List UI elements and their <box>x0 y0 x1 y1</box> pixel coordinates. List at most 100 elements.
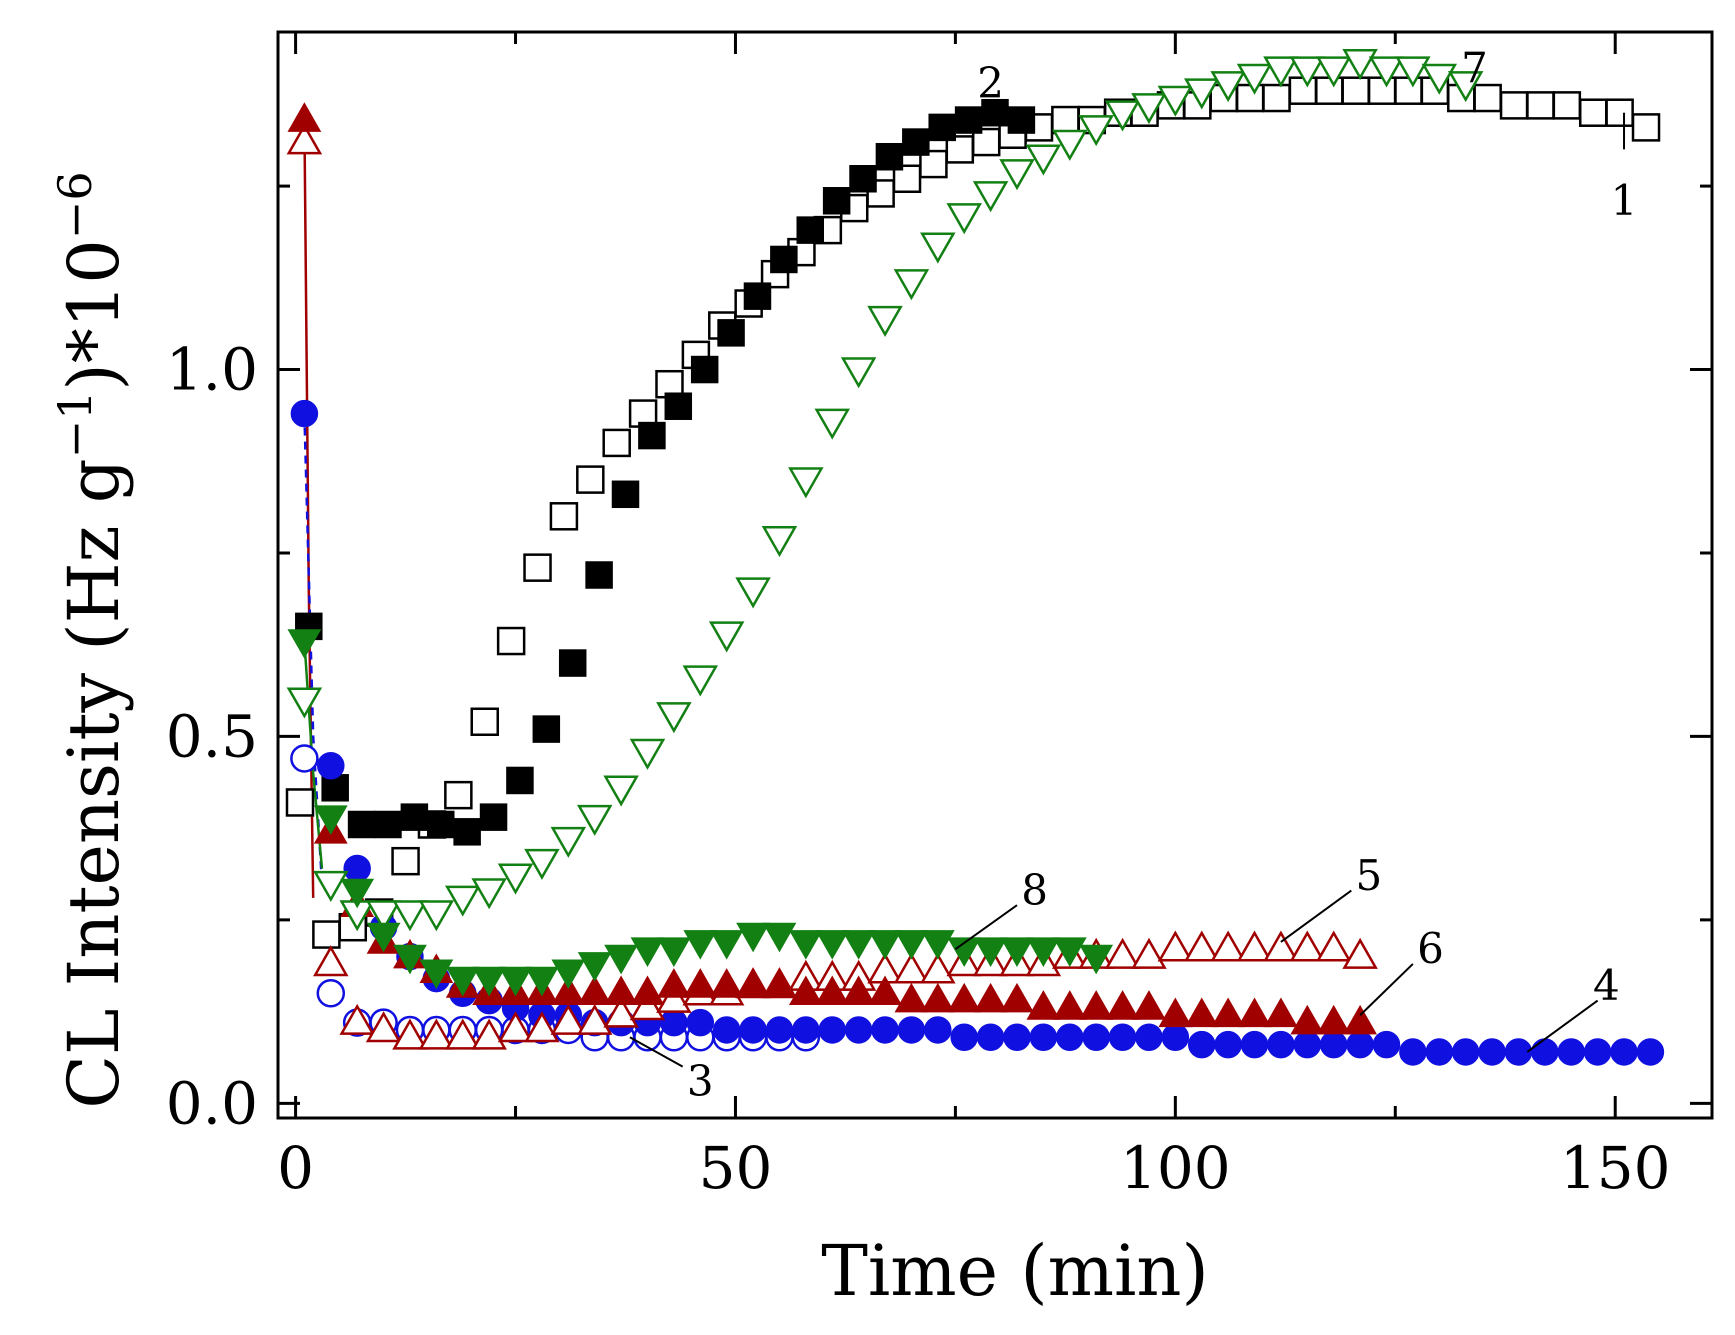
decay-line-0 <box>303 120 315 898</box>
series-2-point <box>558 649 587 677</box>
series-2-point <box>506 766 534 795</box>
series-5-point <box>1263 930 1299 962</box>
series-8-point <box>1000 937 1034 967</box>
series-6-point <box>1079 990 1114 1020</box>
series-8-point <box>525 966 559 997</box>
series-1-point <box>1578 98 1608 127</box>
series-5-point <box>1289 930 1326 962</box>
series-4-point <box>871 1016 899 1044</box>
series-7-point <box>735 577 771 609</box>
series-4-point <box>1003 1023 1031 1052</box>
series-7-point <box>576 804 613 836</box>
series-8-point <box>604 944 638 975</box>
series-2-point <box>664 392 693 420</box>
series-2-point <box>902 128 930 156</box>
callout-leader-5 <box>1280 889 1352 943</box>
series-8-point <box>630 937 665 967</box>
callout-leader-4 <box>1526 999 1599 1053</box>
series-8-point <box>947 937 982 967</box>
series-7-point <box>365 900 402 932</box>
series-6-point <box>973 982 1008 1013</box>
series-2-point <box>638 421 666 450</box>
series-7-point <box>497 863 534 895</box>
series-4-point <box>924 1016 952 1044</box>
series-2-point <box>796 216 825 244</box>
series-5-point <box>603 996 639 1028</box>
series-5-point <box>629 989 666 1021</box>
series-4-point <box>1531 1038 1559 1066</box>
series-7-point <box>1368 56 1405 88</box>
series-8-point <box>445 966 480 997</box>
series-6-point <box>287 102 322 132</box>
axis-ticks: 0 50 100 150 0.0 0.5 1.0 <box>166 32 1712 1202</box>
series-1-point <box>1526 91 1555 120</box>
series-6-point <box>1105 990 1140 1020</box>
series-4-point <box>1372 1030 1401 1059</box>
series-7-point <box>1183 78 1220 110</box>
series-5-point <box>1131 937 1167 969</box>
series-8-point <box>1026 937 1061 967</box>
series-1-point <box>523 553 552 582</box>
series-1-point <box>444 780 473 810</box>
series-8-point <box>287 629 322 659</box>
series-6-point <box>604 975 638 1006</box>
series-5-point <box>656 981 692 1013</box>
series-6-point <box>683 968 718 998</box>
series-6-point <box>920 982 955 1013</box>
series-7-point <box>1315 56 1352 88</box>
series-4-point <box>1583 1038 1612 1066</box>
series-2-point <box>532 715 561 743</box>
series-6-point <box>1237 997 1272 1028</box>
series-1-point <box>1473 83 1502 113</box>
series-2-point <box>849 165 877 193</box>
series-1-point <box>1235 83 1265 113</box>
series-2-point <box>822 187 851 215</box>
series-8-point <box>841 930 876 960</box>
series-8-point <box>709 930 744 960</box>
series-4-point <box>1029 1023 1058 1052</box>
series-4-point <box>1267 1030 1295 1059</box>
series-2-point <box>453 818 481 846</box>
series-4-point <box>1082 1023 1110 1052</box>
series-2-point <box>875 142 904 171</box>
series-8-point <box>366 922 401 953</box>
series-1-point <box>549 502 579 531</box>
series-8 <box>287 629 1114 997</box>
series-2-point <box>690 355 719 384</box>
y-axis-label-exponent-1: −1 <box>48 391 102 459</box>
series-1-point <box>285 788 315 817</box>
series-4-point <box>1214 1030 1242 1059</box>
series-6-point <box>947 982 982 1013</box>
series-2-point <box>743 282 772 310</box>
series-7-point <box>1025 144 1062 176</box>
y-axis-label-mid: )*10 <box>53 239 135 390</box>
series-7-point <box>999 159 1035 191</box>
series-5-point <box>1236 930 1273 962</box>
series-2-point <box>928 113 956 142</box>
series-1-point <box>312 920 341 949</box>
series-2-point <box>954 106 983 134</box>
series-6-point <box>762 968 797 998</box>
series-7-point <box>629 738 666 770</box>
series-7-point <box>682 665 719 697</box>
series-7-point <box>418 900 455 932</box>
x-tick-label: 50 <box>699 1134 773 1202</box>
series-2-point <box>611 480 640 509</box>
series-7-point <box>893 269 930 301</box>
y-tick-label: 1.0 <box>166 336 258 404</box>
series-8-point <box>1052 937 1087 967</box>
series-5-point <box>286 123 323 155</box>
series-8-point <box>656 937 691 967</box>
series-8-point <box>868 930 902 960</box>
series-7-point <box>1342 49 1378 81</box>
series-6-point <box>1316 1004 1351 1035</box>
series-4-point <box>712 1016 741 1044</box>
series-8-point <box>683 930 718 960</box>
series-8-point <box>815 930 850 960</box>
series-7-point <box>814 408 850 440</box>
series-8-point <box>393 944 427 975</box>
series-4-point <box>1108 1023 1137 1052</box>
x-tick-label: 100 <box>1120 1134 1231 1202</box>
